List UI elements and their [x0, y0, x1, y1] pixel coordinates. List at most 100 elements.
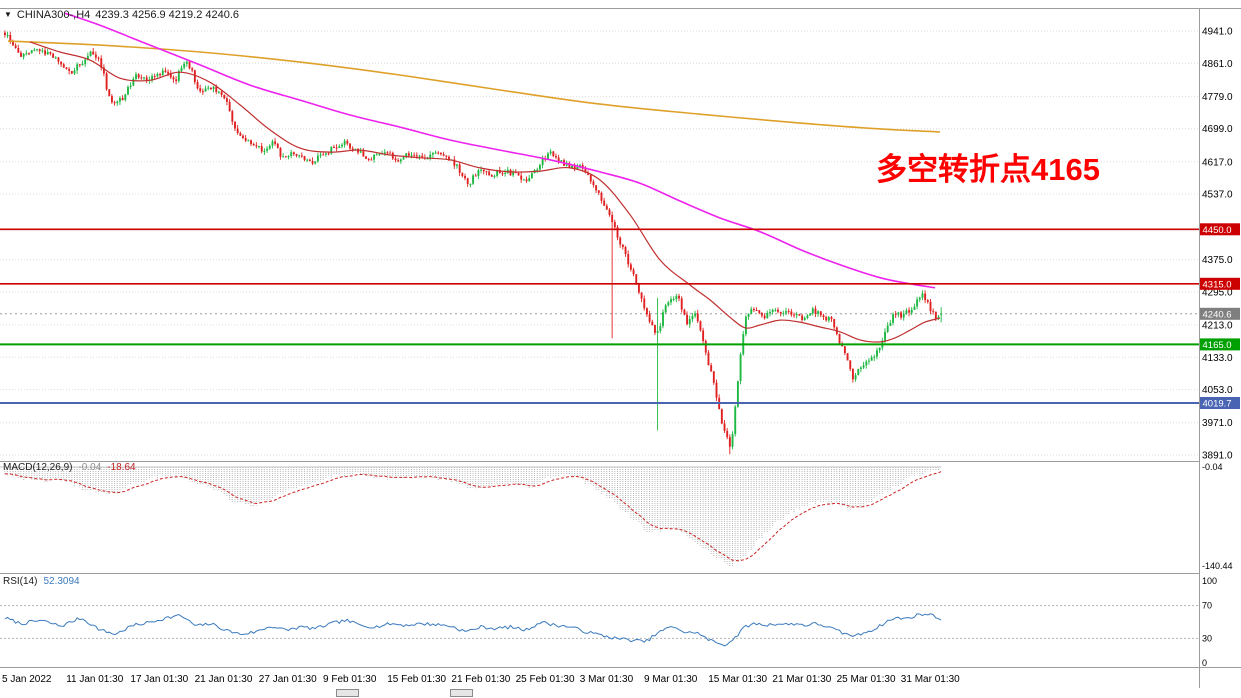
candle-body	[185, 61, 188, 64]
candle-body	[595, 185, 598, 191]
candle-body	[640, 292, 643, 299]
candle-body	[415, 155, 418, 157]
candle-body	[870, 357, 873, 361]
candle-body	[244, 138, 247, 141]
candle-body	[613, 222, 616, 228]
candle-body	[536, 169, 539, 171]
candle-body	[177, 71, 180, 81]
candle-body	[92, 51, 95, 55]
candle-body	[252, 144, 255, 146]
candle-body	[464, 176, 466, 179]
candle-body	[314, 161, 317, 164]
candle-body	[405, 153, 408, 158]
candle-body	[341, 144, 343, 147]
candle-body	[552, 151, 555, 156]
candle-body	[504, 172, 507, 174]
candle-body	[54, 57, 57, 59]
candle-body	[375, 154, 378, 156]
price-tag-label: 4240.6	[1203, 309, 1232, 320]
candle-body	[715, 382, 718, 398]
candle-body	[688, 319, 691, 325]
candle-body	[761, 313, 763, 316]
candle-body	[846, 353, 849, 361]
candle-body	[480, 169, 483, 171]
candle-body	[399, 159, 402, 162]
candle-body	[555, 156, 557, 158]
candle-body	[193, 70, 196, 83]
candle-body	[169, 73, 172, 78]
candle-body	[509, 169, 512, 176]
candle-body	[632, 269, 635, 275]
candle-body	[365, 156, 368, 159]
candle-body	[860, 367, 862, 369]
candle-body	[670, 299, 672, 303]
candle-body	[662, 312, 664, 327]
candle-body	[779, 311, 782, 314]
candle-body	[212, 86, 215, 89]
symbol-dropdown-icon[interactable]: ▼	[4, 10, 12, 19]
candle-body	[209, 87, 212, 89]
candle-body	[472, 175, 475, 184]
candle-body	[814, 308, 817, 314]
candle-body	[587, 172, 590, 175]
candle-body	[290, 152, 293, 156]
time-axis-label: 21 Jan 01:30	[195, 674, 253, 685]
macd-indicator-label: MACD(12,26,9) -0.04 -18.64	[3, 462, 136, 473]
candle-body	[894, 314, 897, 316]
candle-body	[739, 354, 742, 381]
candle-body	[753, 309, 755, 310]
candle-body	[932, 311, 935, 313]
candle-body	[777, 309, 779, 312]
candle-body	[20, 52, 22, 57]
candle-body	[803, 317, 806, 320]
candle-body	[242, 135, 244, 138]
candle-body	[889, 322, 892, 326]
rsi-indicator-label: RSI(14) 52.3094	[3, 576, 80, 587]
candle-body	[819, 311, 822, 316]
candle-body	[282, 156, 285, 158]
candle-body	[656, 331, 659, 333]
candle-body	[44, 50, 47, 55]
candle-body	[135, 74, 137, 79]
candle-body	[560, 160, 563, 162]
candle-body	[782, 312, 785, 314]
candle-body	[247, 140, 250, 142]
candle-body	[12, 40, 14, 46]
candle-body	[215, 86, 218, 92]
candle-body	[573, 166, 576, 170]
candle-body	[311, 161, 314, 164]
candle-body	[785, 311, 787, 313]
macd-value-main: -0.04	[78, 462, 102, 473]
price-axis-label: 3891.0	[1202, 451, 1233, 462]
candle-body	[22, 54, 25, 57]
candle-body	[857, 368, 860, 376]
candle-body	[905, 310, 908, 314]
candle-body	[284, 156, 287, 158]
candle-body	[188, 61, 191, 69]
ma-mid-magenta	[64, 12, 936, 289]
candle-body	[119, 97, 121, 102]
candle-body	[608, 209, 611, 215]
rsi-line	[4, 613, 942, 647]
candle-body	[111, 96, 113, 103]
candle-body	[172, 77, 175, 80]
candle-body	[437, 152, 440, 154]
time-axis-label: 15 Mar 01:30	[708, 674, 767, 685]
candle-body	[271, 141, 274, 146]
candle-body	[383, 152, 386, 154]
candle-body	[496, 170, 499, 176]
candle-body	[159, 74, 162, 76]
candle-body	[86, 55, 89, 60]
candle-body	[921, 293, 924, 298]
candle-body	[442, 154, 445, 156]
candle-body	[295, 154, 298, 156]
candle-body	[263, 150, 266, 152]
ma-slow-orange	[7, 40, 941, 133]
candle-body	[520, 175, 523, 180]
candle-body	[918, 297, 921, 300]
candle-body	[704, 340, 707, 353]
candle-body	[316, 155, 319, 162]
macd-value-signal: -18.64	[107, 462, 136, 473]
annotation-text: 多空转折点4165	[876, 152, 1100, 187]
